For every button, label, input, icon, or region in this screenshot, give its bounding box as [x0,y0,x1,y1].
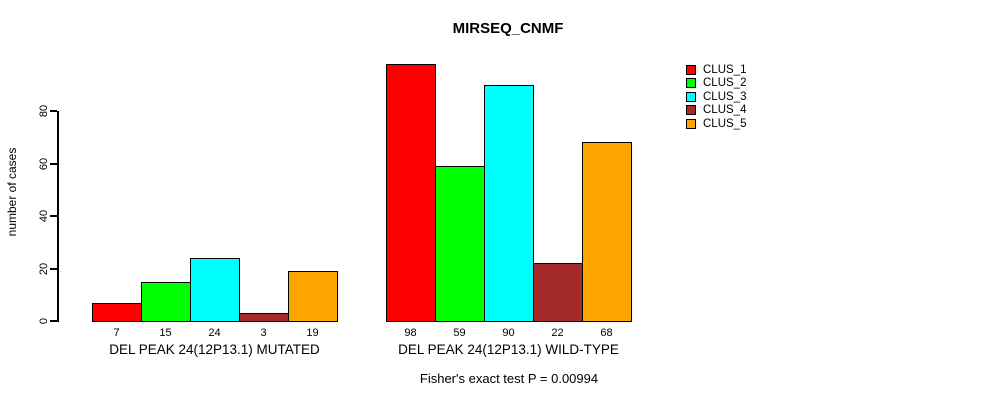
bar-value-label: 22 [551,327,564,339]
bar-value-label: 59 [453,327,466,339]
legend-swatch [686,91,696,102]
y-axis-line [57,111,59,322]
y-axis-label: number of cases [5,147,19,237]
chart-title: MIRSEQ_CNMF [452,20,564,37]
bar-clus_2 [141,282,191,322]
y-tick-label: 80 [38,104,50,118]
y-tick-label: 0 [38,317,50,325]
bar-value-label: 19 [306,327,319,339]
legend-label: CLUS_5 [703,117,747,130]
legend-swatch [686,64,696,75]
bar-clus_4 [239,313,289,322]
bar-clus_5 [582,142,632,322]
footer-stat: Fisher's exact test P = 0.00994 [419,371,599,386]
bar-value-label: 98 [404,327,417,339]
legend: CLUS_1 CLUS_2 CLUS_3 CLUS_4 CLUS_5 [686,63,746,131]
bar-value-label: 7 [113,327,120,339]
legend-item-clus_1: CLUS_1 [686,63,746,77]
bar-value-label: 68 [600,327,613,339]
y-tick-mark [50,267,57,270]
bar-clus_2 [435,166,485,322]
legend-item-clus_3: CLUS_3 [686,90,746,104]
bar-clus_1 [386,64,436,322]
bar-value-label: 3 [260,327,267,339]
bar-value-label: 24 [208,327,221,339]
group-label: DEL PEAK 24(12P13.1) WILD-TYPE [398,342,619,357]
group-label: DEL PEAK 24(12P13.1) MUTATED [109,342,320,357]
bar-value-label: 90 [502,327,515,339]
legend-swatch [686,118,696,129]
legend-label: CLUS_3 [703,90,747,103]
y-tick-label: 40 [38,209,50,223]
bar-clus_3 [484,85,534,322]
y-tick-mark [50,110,57,112]
legend-item-clus_2: CLUS_2 [686,77,746,91]
legend-label: CLUS_4 [703,104,747,117]
legend-swatch [686,78,696,89]
bar-value-label: 15 [159,327,172,339]
bar-clus_3 [190,258,240,322]
y-tick-mark [50,215,57,217]
bar-clus_5 [288,271,338,322]
legend-item-clus_5: CLUS_5 [686,117,746,131]
legend-swatch [686,105,696,116]
legend-item-clus_4: CLUS_4 [686,104,746,118]
y-tick-mark [50,320,57,322]
legend-label: CLUS_1 [703,63,747,76]
bar-clus_1 [92,303,142,322]
y-tick-label: 60 [38,157,50,170]
y-tick-label: 20 [38,262,50,275]
y-tick-mark [50,162,57,165]
legend-label: CLUS_2 [703,77,747,90]
bar-clus_4 [533,263,583,322]
